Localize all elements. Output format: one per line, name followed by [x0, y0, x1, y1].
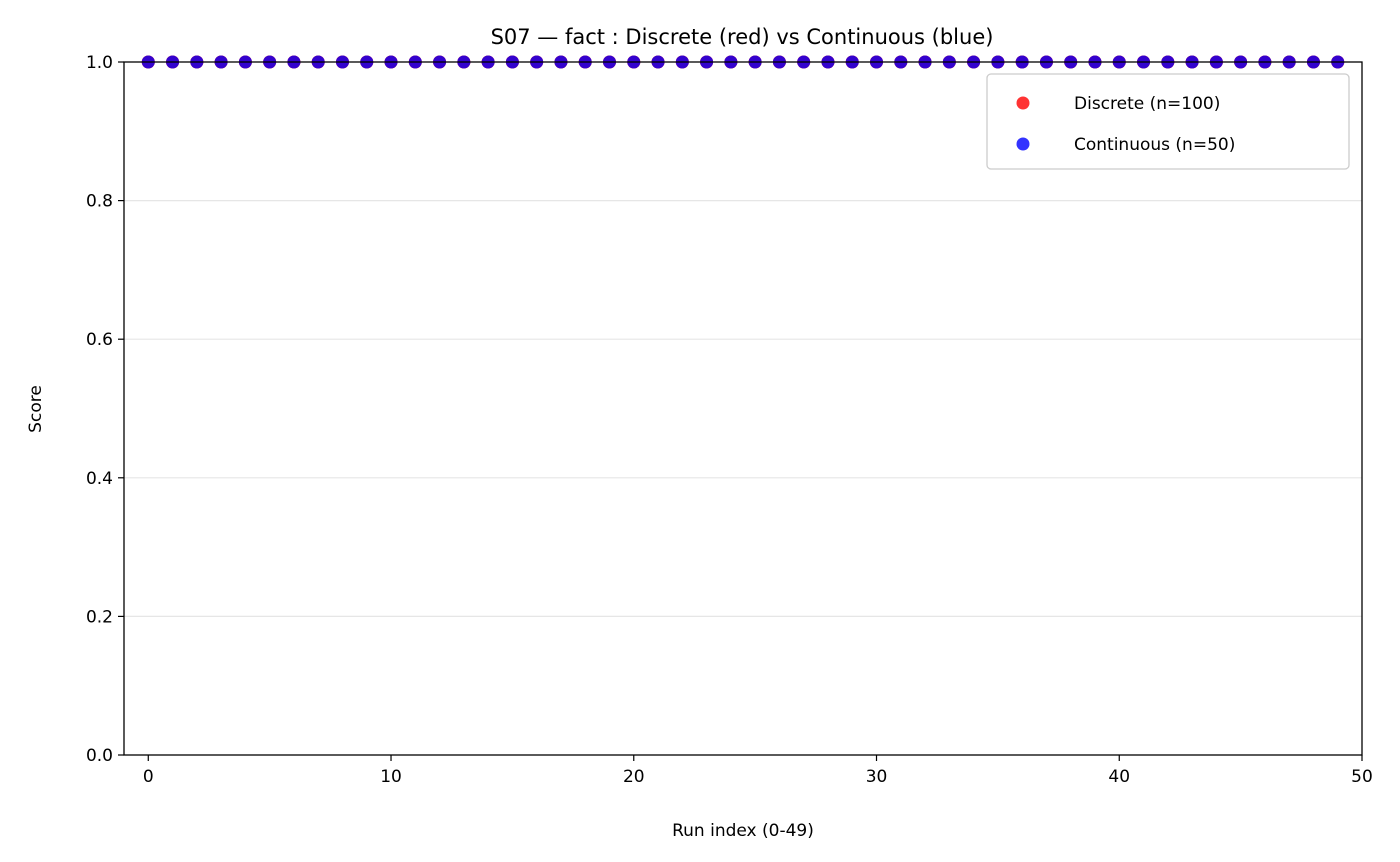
y-axis: 0.0 0.2 0.4 0.6 0.8 1.0 — [86, 53, 124, 766]
legend: Discrete (n=100) Continuous (n=50) — [986, 73, 1350, 170]
y-tick-label-3: 0.6 — [86, 330, 113, 350]
x-tick-label-1: 10 — [380, 767, 402, 787]
y-tick-label-2: 0.4 — [86, 469, 113, 489]
y-axis-label: Score — [26, 385, 46, 433]
x-axis-label: Run index (0-49) — [672, 821, 814, 841]
grid-lines — [124, 200, 1362, 618]
legend-label-discrete: Discrete (n=100) — [1074, 94, 1220, 114]
x-axis: 0 10 20 30 40 50 — [143, 755, 1373, 787]
y-tick-label-0: 0.0 — [86, 746, 113, 766]
y-tick-label-5: 1.0 — [86, 53, 113, 73]
legend-marker-discrete — [1016, 96, 1030, 110]
x-tick-label-0: 0 — [143, 767, 154, 787]
plot-area-frame — [123, 61, 1363, 756]
x-tick-label-3: 30 — [866, 767, 888, 787]
x-tick-label-5: 50 — [1351, 767, 1373, 787]
x-tick-label-4: 40 — [1108, 767, 1130, 787]
y-tick-label-4: 0.8 — [86, 192, 113, 212]
legend-label-continuous: Continuous (n=50) — [1074, 135, 1235, 155]
x-tick-label-2: 20 — [623, 767, 645, 787]
chart-title: S07 — fact : Discrete (red) vs Continuou… — [491, 25, 994, 49]
y-tick-label-1: 0.2 — [86, 607, 113, 627]
legend-frame — [986, 73, 1350, 170]
legend-marker-continuous — [1016, 137, 1030, 151]
